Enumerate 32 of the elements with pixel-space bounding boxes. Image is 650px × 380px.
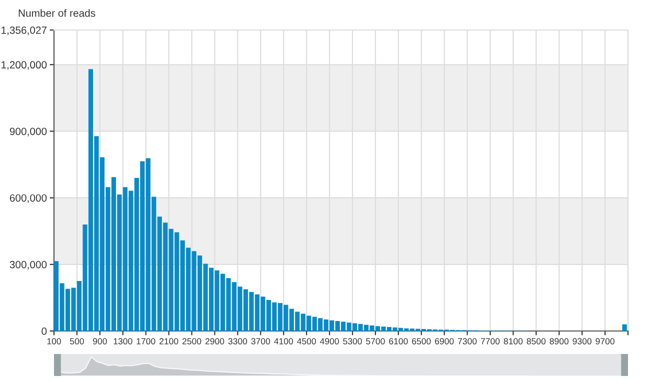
y-tick-label: 1,200,000 <box>2 61 47 70</box>
x-tick-label: 2900 <box>205 338 224 344</box>
y-tick-label: 1,356,027 <box>2 26 47 36</box>
y-axis-title: Number of reads <box>18 9 96 17</box>
y-tick-label: 0 <box>42 328 47 335</box>
y-tick-label: 600,000 <box>10 194 47 203</box>
x-tick-label: 4500 <box>297 338 316 344</box>
x-tick-label: 3300 <box>228 338 248 344</box>
x-tick-label: 4900 <box>320 338 339 344</box>
x-tick-label: 100 <box>47 338 61 344</box>
x-tick-label: 4100 <box>274 338 293 344</box>
y-tick-label: 900,000 <box>10 128 47 136</box>
x-tick-label: 9700 <box>596 338 614 344</box>
x-tick-label: 9300 <box>572 338 592 344</box>
y-tick-label: 300,000 <box>10 260 47 270</box>
x-tick-label: 2500 <box>182 338 202 344</box>
x-tick-label: 3700 <box>251 338 270 344</box>
x-tick-label: 6100 <box>389 338 408 344</box>
x-tick-label: 5700 <box>366 338 385 344</box>
x-tick-label: 1700 <box>136 338 156 344</box>
x-tick-label: 6900 <box>435 338 454 344</box>
x-tick-label: 7700 <box>480 338 500 344</box>
x-tick-label: 500 <box>70 338 84 344</box>
x-tick-label: 5300 <box>343 338 362 344</box>
x-tick-label: 1300 <box>114 338 132 344</box>
x-tick-label: 7300 <box>458 338 477 344</box>
x-tick-label: 2100 <box>160 338 178 344</box>
x-tick-label: 8500 <box>526 338 546 344</box>
x-tick-label: 8900 <box>550 338 569 344</box>
x-tick-label: 6500 <box>412 338 431 344</box>
x-tick-label: 8100 <box>504 338 523 344</box>
x-tick-label: 900 <box>93 338 107 344</box>
